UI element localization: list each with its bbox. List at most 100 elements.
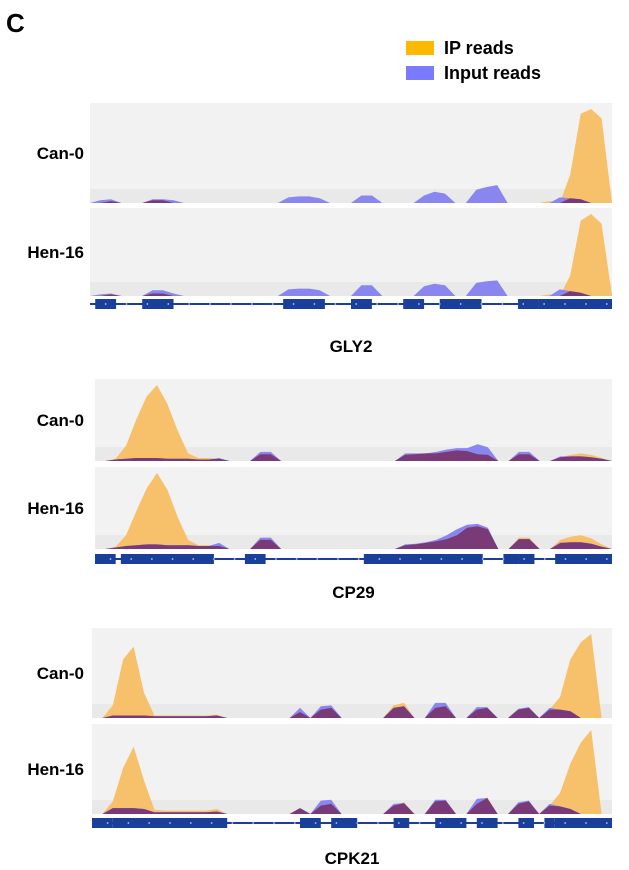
strand-tick [397,303,399,305]
gene-exon-block [555,554,612,564]
gene-exon-block [518,818,534,828]
gene-exon-block [403,299,425,309]
strand-tick [605,822,608,824]
track-background [92,628,612,718]
gene-panels: Can-0 Hen-16 GLY2 Can-0 Hen-16 CP29 Can-0 Hen-1… [27,103,612,868]
strand-tick [293,822,296,824]
strand-tick [295,558,298,560]
strand-tick [125,303,128,305]
strand-tick [292,303,295,305]
strand-tick [254,558,257,560]
strand-tick [481,558,484,560]
gene-exon-block [518,299,539,309]
track-label: Can-0 [37,664,84,683]
strand-tick [419,558,422,560]
strand-tick [316,558,319,560]
track-label: Can-0 [37,144,84,163]
strand-tick [522,822,525,824]
strand-tick [522,303,525,305]
gene-exon-block [538,299,612,309]
strand-tick [334,303,337,305]
gene-exon-block [544,818,555,828]
strand-tick [169,822,171,824]
strand-tick [543,822,546,824]
track-label: Hen-16 [27,499,84,518]
overlap-area [95,450,612,461]
strand-tick [438,303,441,305]
strand-tick [378,558,381,560]
gene-exon-block [331,818,358,828]
strand-tick [502,558,505,560]
strand-tick [271,303,274,305]
strand-tick [501,303,504,305]
strand-tick [355,303,358,305]
gene-name-label: GLY2 [330,337,373,356]
track-label: Hen-16 [27,760,84,779]
strand-tick [564,822,567,824]
strand-tick [109,558,112,560]
track-label: Hen-16 [27,243,84,262]
strand-tick [564,558,567,560]
input-reads-area [90,280,612,296]
strand-tick [233,558,236,560]
strand-tick [523,558,526,560]
legend-label-input: Input reads [444,63,541,83]
gene-exon-block [435,818,467,828]
strand-tick [231,822,234,824]
strand-tick [104,303,107,305]
legend: IP reads Input reads [406,38,541,83]
strand-tick [250,303,253,305]
strand-tick [377,822,379,824]
gene-exon-block [503,554,519,564]
track-background [90,208,612,296]
strand-tick [357,558,360,560]
gene-exon-block [283,299,325,309]
gene-exon-block [554,818,612,828]
strand-tick [481,822,483,824]
strand-tick [210,822,213,824]
gene-exon-block [518,554,535,564]
strand-tick [543,303,546,305]
track-background [92,724,612,814]
strand-tick [543,558,546,560]
gene-panel-cp29: Can-0 Hen-16 CP29 [27,379,612,602]
strand-tick [501,822,504,824]
gene-exon-block [92,818,113,828]
strand-tick [146,303,149,305]
strand-tick [399,558,401,560]
strand-tick [275,558,277,560]
strand-tick [585,558,588,560]
gene-panel-cpk21: Can-0 Hen-16 CPK21 [27,628,612,868]
strand-tick [461,558,463,560]
strand-tick [189,822,192,824]
panel-label: C [6,8,25,38]
strand-tick [564,303,566,305]
strand-tick [167,303,170,305]
strand-tick [148,822,151,824]
strand-tick [480,303,483,305]
gene-exon-block [300,818,321,828]
gene-panel-gly2: Can-0 Hen-16 GLY2 [27,103,612,356]
gene-exon-block [363,554,483,564]
legend-swatch-input [406,66,434,80]
strand-tick [417,303,420,305]
strand-tick [376,303,378,305]
strand-tick [213,558,215,560]
strand-tick [585,303,587,305]
strand-tick [356,822,359,824]
strand-tick [106,822,109,824]
strand-tick [230,303,232,305]
gene-exon-block [95,554,116,564]
gene-name-label: CP29 [332,583,375,602]
gene-exon-block [142,299,174,309]
overlap-area [92,798,612,814]
input-reads-area [90,185,612,203]
strand-tick [439,822,442,824]
strand-tick [337,558,339,560]
strand-tick [314,822,317,824]
strand-tick [252,822,255,824]
gene-exon-block [351,299,372,309]
strand-tick [209,303,211,305]
strand-tick [150,558,153,560]
